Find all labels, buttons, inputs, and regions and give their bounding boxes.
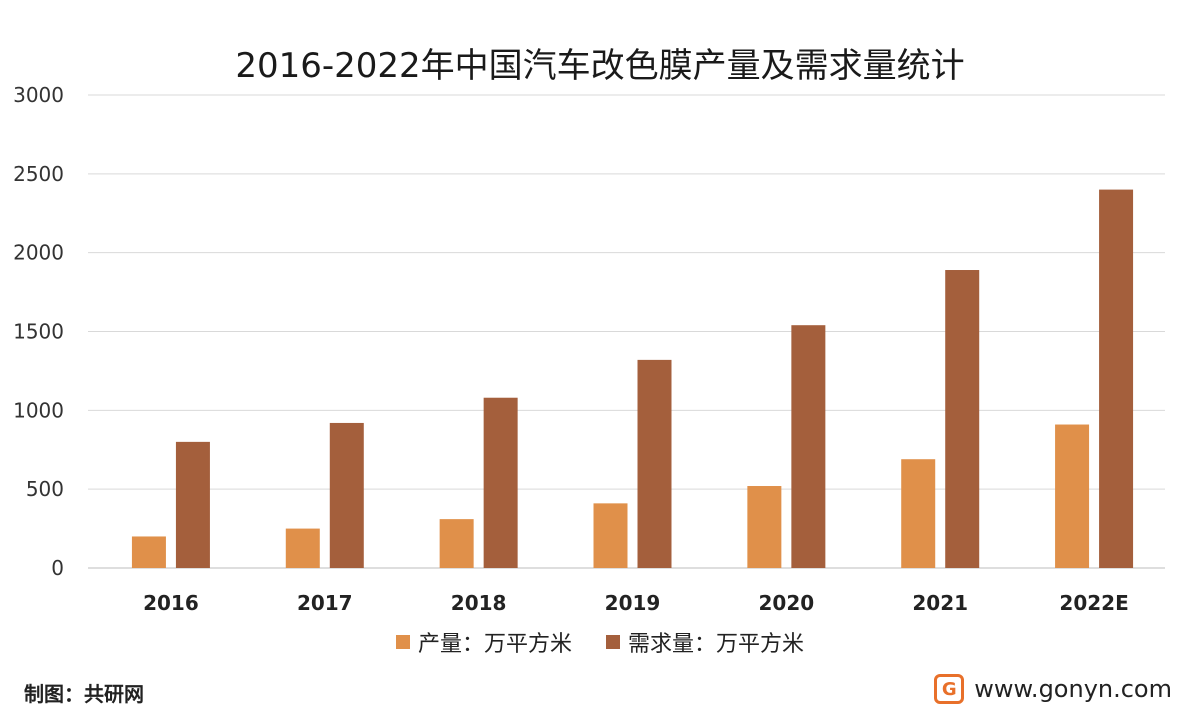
legend-label-production: 产量：万平方米 xyxy=(417,632,572,657)
x-tick-label: 2019 xyxy=(605,591,661,615)
legend-label-demand: 需求量：万平方米 xyxy=(628,632,805,657)
y-tick-label: 0 xyxy=(51,556,64,580)
website-footer: G www.gonyn.com xyxy=(934,674,1172,704)
bar-demand-2017 xyxy=(329,422,364,568)
bar-demand-2019 xyxy=(637,359,672,568)
bar-production-2021 xyxy=(901,459,936,568)
y-tick-label: 2000 xyxy=(13,241,64,265)
x-tick-label: 2021 xyxy=(912,591,968,615)
bar-demand-2020 xyxy=(791,325,826,568)
gonyn-logo-icon: G xyxy=(934,674,965,704)
legend-item-demand: 需求量：万平方米 xyxy=(606,626,804,658)
bar-demand-2018 xyxy=(483,397,518,568)
legend-swatch-demand xyxy=(606,635,620,649)
x-tick-label: 2022E xyxy=(1059,591,1128,615)
source-label: 制图：共研网 xyxy=(24,682,144,706)
bar-production-2019 xyxy=(593,503,628,568)
y-tick-label: 1000 xyxy=(13,398,64,422)
bar-production-2022E xyxy=(1055,424,1090,568)
website-url: www.gonyn.com xyxy=(974,675,1172,703)
x-tick-label: 2017 xyxy=(297,591,353,615)
y-tick-label: 3000 xyxy=(13,83,64,107)
legend-swatch-production xyxy=(395,635,410,649)
y-tick-label: 1500 xyxy=(13,320,64,344)
chart-title: 2016-2022年中国汽车改色膜产量及需求量统计 xyxy=(235,46,965,86)
y-tick-label: 500 xyxy=(26,477,64,501)
legend: 产量：万平方米 需求量：万平方米 xyxy=(0,626,1200,658)
bar-demand-2022E xyxy=(1099,189,1134,568)
bar-demand-2021 xyxy=(945,270,980,568)
x-tick-label: 2018 xyxy=(451,591,507,615)
bar-production-2016 xyxy=(131,536,166,568)
x-tick-label: 2016 xyxy=(143,591,199,615)
bar-demand-2016 xyxy=(175,441,210,568)
bar-production-2020 xyxy=(747,486,782,568)
legend-item-production: 产量：万平方米 xyxy=(395,626,572,658)
bar-production-2018 xyxy=(439,519,474,568)
bar-production-2017 xyxy=(285,528,320,568)
y-tick-label: 2500 xyxy=(13,162,64,186)
x-tick-label: 2020 xyxy=(759,591,815,615)
